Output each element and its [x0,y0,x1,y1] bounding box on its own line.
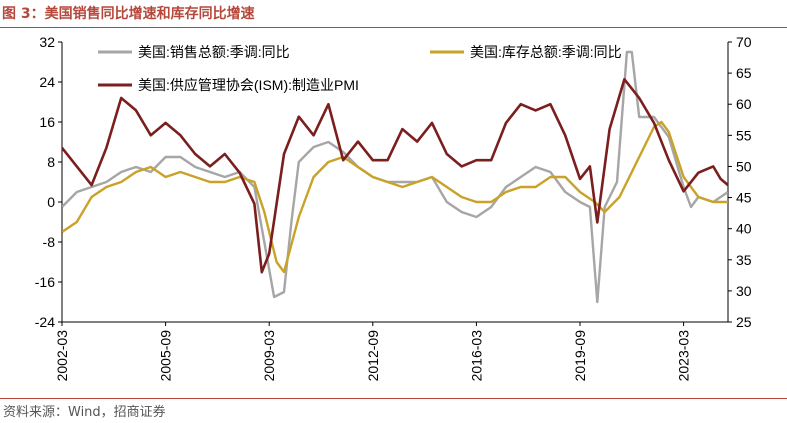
right-tick-label: 65 [736,65,752,81]
right-tick-label: 35 [736,252,752,268]
left-tick-label: 32 [39,34,55,50]
title-rule [0,27,787,28]
right-tick-label: 50 [736,158,752,174]
right-tick-label: 70 [736,34,752,50]
chart-series-lines [62,50,728,304]
legend-label-inventory: 美国:库存总额:季调:同比 [470,44,622,60]
right-tick-label: 30 [736,283,752,299]
x-tick-label: 2016-03 [468,330,484,382]
right-tick-label: 55 [736,127,752,143]
x-tick-label: 2002-03 [54,330,70,382]
left-tick-label: -16 [35,274,55,290]
right-tick-label: 25 [736,314,752,330]
right-tick-label: 45 [736,190,752,206]
chart-legend: 美国:销售总额:季调:同比 美国:库存总额:季调:同比美国:供应管理协会(ISM)… [98,44,622,93]
inventory-series-line [62,120,728,274]
pmi-series-line [62,78,728,274]
x-tick-label: 2023-03 [676,330,692,382]
figure-title: 图 3：美国销售同比增速和库存同比增速 [2,6,255,22]
legend-label-sales: 美国:销售总额:季调:同比 [138,44,290,60]
left-tick-label: -8 [43,234,56,250]
right-tick-label: 60 [736,96,752,112]
source-rule [0,398,787,399]
left-tick-label: 16 [39,114,55,130]
left-tick-label: 0 [47,194,55,210]
x-tick-label: 2019-09 [572,330,588,382]
legend-label-pmi: 美国:供应管理协会(ISM):制造业PMI [138,77,359,93]
left-tick-label: 8 [47,154,55,170]
sales-series-line [62,50,728,304]
x-tick-label: 2009-03 [261,330,277,382]
x-tick-label: 2012-09 [365,330,381,382]
left-tick-label: -24 [35,314,55,330]
source-note: 资料来源：Wind，招商证券 [3,405,166,420]
chart-axes: 32 24 16 8 0 -8 -16 -24 70 65 60 55 50 45 40 35 30 25 2002… [35,34,752,381]
left-tick-label: 24 [39,74,55,90]
x-tick-label: 2005-09 [158,330,174,382]
right-tick-label: 40 [736,221,752,237]
